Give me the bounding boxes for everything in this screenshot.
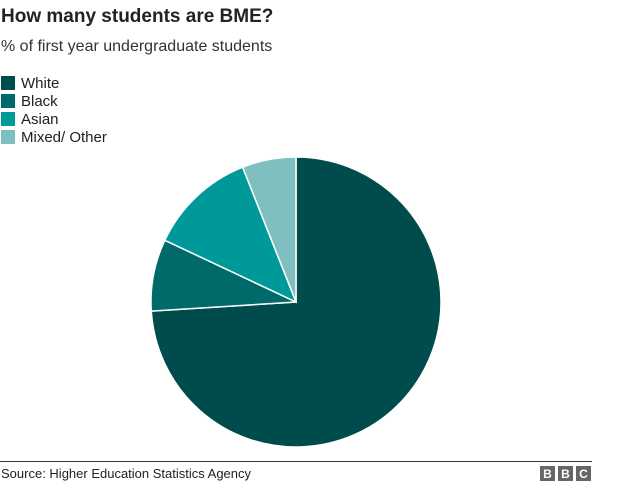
legend-swatch	[1, 130, 15, 144]
bbc-logo: B B C	[540, 466, 591, 481]
legend-item: Asian	[1, 110, 107, 128]
bbc-logo-letter: C	[576, 466, 591, 481]
legend-label: Black	[21, 92, 58, 110]
chart-title: How many students are BME?	[1, 6, 274, 27]
footer-divider	[0, 461, 592, 462]
pie-chart	[150, 156, 442, 448]
chart-subtitle: % of first year undergraduate students	[1, 38, 273, 55]
legend-label: White	[21, 74, 60, 92]
pie-slice-mixed-other	[241, 156, 297, 303]
legend-swatch	[1, 112, 15, 126]
pie-slice-asian	[163, 166, 298, 304]
legend: White Black Asian Mixed/ Other	[1, 74, 107, 146]
legend-item: White	[1, 74, 107, 92]
legend-swatch	[1, 76, 15, 90]
bbc-logo-letter: B	[540, 466, 555, 481]
source-text: Source: Higher Education Statistics Agen…	[1, 466, 252, 481]
legend-swatch	[1, 94, 15, 108]
bbc-logo-letter: B	[558, 466, 573, 481]
legend-label: Asian	[21, 110, 59, 128]
legend-label: Mixed/ Other	[21, 128, 107, 146]
legend-item: Mixed/ Other	[1, 128, 107, 146]
legend-item: Black	[1, 92, 107, 110]
